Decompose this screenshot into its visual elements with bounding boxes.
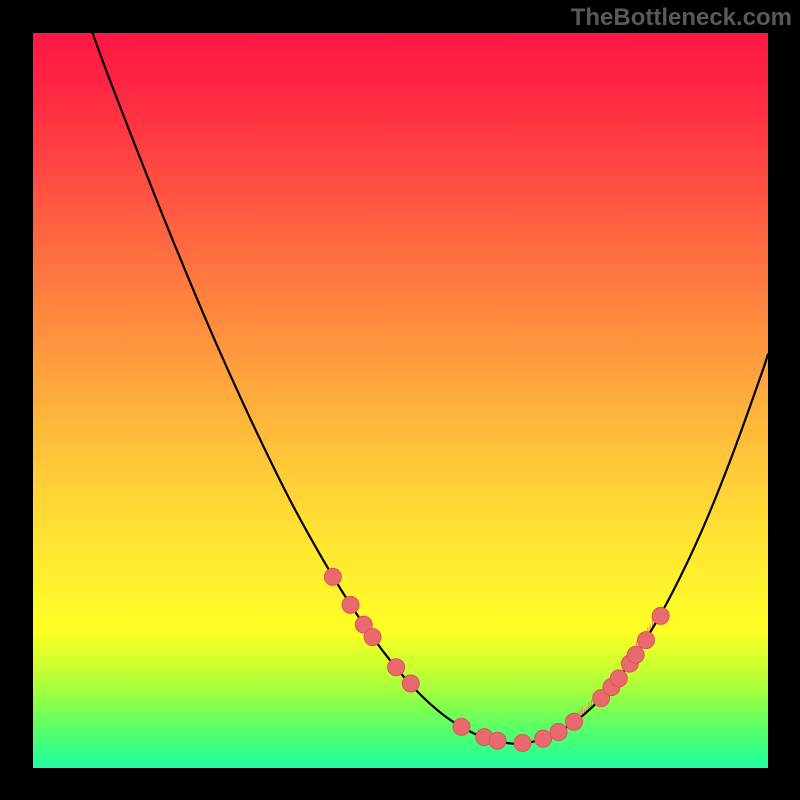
watermark-text: TheBottleneck.com [571,4,792,32]
data-marker [535,730,552,747]
data-marker [637,632,654,649]
data-marker [489,732,506,749]
data-marker [565,713,582,730]
data-marker [550,723,567,740]
data-marker [652,607,669,624]
data-marker [324,568,341,585]
data-marker [388,659,405,676]
data-marker [342,596,359,613]
markers [324,568,669,751]
data-marker [627,646,644,663]
tick-strip [573,606,661,722]
plot-area [33,33,768,768]
data-marker [610,670,627,687]
data-marker [402,675,419,692]
bottleneck-curve [93,33,768,744]
curve-layer [33,33,768,768]
data-marker [514,735,531,752]
data-marker [453,718,470,735]
data-marker [364,629,381,646]
